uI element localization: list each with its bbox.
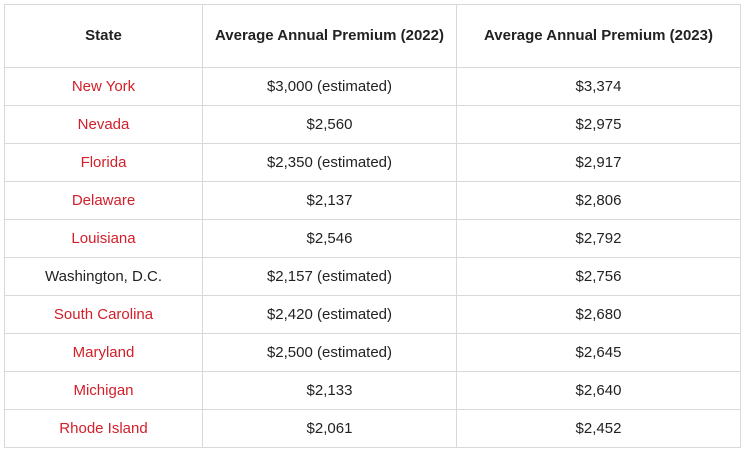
table-row: New York $3,000 (estimated) $3,374	[4, 67, 741, 106]
state-link[interactable]: South Carolina	[4, 295, 203, 334]
premium-2023-cell: $2,806	[456, 181, 741, 220]
premium-2022-cell: $2,560	[202, 105, 457, 144]
premium-2022-cell: $2,137	[202, 181, 457, 220]
premium-2022-cell: $3,000 (estimated)	[202, 67, 457, 106]
table-row: Florida $2,350 (estimated) $2,917	[4, 143, 741, 182]
premium-2022-cell: $2,157 (estimated)	[202, 257, 457, 296]
premium-2023-cell: $2,756	[456, 257, 741, 296]
header-row: State Average Annual Premium (2022) Aver…	[4, 4, 741, 68]
premium-2022-cell: $2,500 (estimated)	[202, 333, 457, 372]
state-link[interactable]: New York	[4, 67, 203, 106]
header-premium-2023: Average Annual Premium (2023)	[456, 4, 741, 68]
table-row: Rhode Island $2,061 $2,452	[4, 409, 741, 448]
premium-2022-cell: $2,420 (estimated)	[202, 295, 457, 334]
state-link[interactable]: Michigan	[4, 371, 203, 410]
premium-2023-cell: $3,374	[456, 67, 741, 106]
premium-2023-cell: $2,680	[456, 295, 741, 334]
premium-table: State Average Annual Premium (2022) Aver…	[4, 4, 741, 448]
premium-2023-cell: $2,640	[456, 371, 741, 410]
premium-2023-cell: $2,917	[456, 143, 741, 182]
premium-2023-cell: $2,792	[456, 219, 741, 258]
table-row: Louisiana $2,546 $2,792	[4, 219, 741, 258]
premium-2023-cell: $2,452	[456, 409, 741, 448]
table-row: Michigan $2,133 $2,640	[4, 371, 741, 410]
header-premium-2022: Average Annual Premium (2022)	[202, 4, 457, 68]
premium-2022-cell: $2,546	[202, 219, 457, 258]
state-label: Washington, D.C.	[4, 257, 203, 296]
state-link[interactable]: Louisiana	[4, 219, 203, 258]
state-link[interactable]: Maryland	[4, 333, 203, 372]
table-row: Maryland $2,500 (estimated) $2,645	[4, 333, 741, 372]
premium-2022-cell: $2,061	[202, 409, 457, 448]
table-row: Delaware $2,137 $2,806	[4, 181, 741, 220]
header-state: State	[4, 4, 203, 68]
table-row: Washington, D.C. $2,157 (estimated) $2,7…	[4, 257, 741, 296]
state-link[interactable]: Rhode Island	[4, 409, 203, 448]
premium-2023-cell: $2,975	[456, 105, 741, 144]
state-link[interactable]: Florida	[4, 143, 203, 182]
premium-2022-cell: $2,133	[202, 371, 457, 410]
state-link[interactable]: Delaware	[4, 181, 203, 220]
table-row: Nevada $2,560 $2,975	[4, 105, 741, 144]
table-row: South Carolina $2,420 (estimated) $2,680	[4, 295, 741, 334]
state-link[interactable]: Nevada	[4, 105, 203, 144]
premium-2023-cell: $2,645	[456, 333, 741, 372]
premium-2022-cell: $2,350 (estimated)	[202, 143, 457, 182]
